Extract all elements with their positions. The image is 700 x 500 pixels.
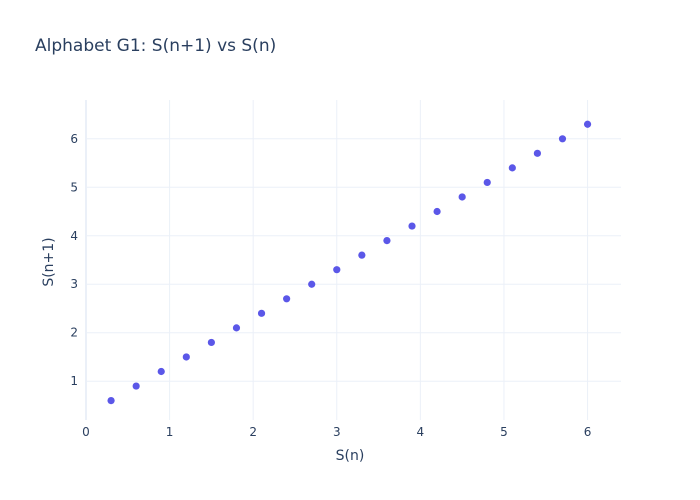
data-point[interactable] [508, 164, 516, 172]
y-tick-label: 2 [70, 326, 78, 340]
data-point[interactable] [257, 309, 266, 317]
data-point[interactable] [232, 324, 241, 332]
x-tick-label: 4 [417, 425, 425, 439]
y-tick-label: 3 [70, 277, 78, 291]
data-point[interactable] [182, 353, 190, 361]
x-axis-title: S(n) [336, 448, 365, 464]
y-tick-label: 6 [70, 132, 78, 146]
y-tick-label: 1 [70, 374, 78, 388]
x-tick-label: 5 [500, 425, 508, 439]
x-tick-label: 6 [584, 425, 592, 439]
data-point[interactable] [383, 237, 391, 245]
data-point[interactable] [283, 295, 291, 303]
y-tick-label: 4 [70, 229, 78, 243]
data-point[interactable] [333, 266, 341, 274]
data-point[interactable] [458, 193, 466, 201]
x-tick-label: 3 [333, 425, 341, 439]
data-point[interactable] [132, 382, 140, 390]
x-tick-label: 0 [82, 425, 90, 439]
data-point[interactable] [107, 397, 115, 405]
data-point[interactable] [433, 207, 441, 216]
data-point[interactable] [558, 135, 567, 143]
data-point[interactable] [157, 367, 165, 376]
data-point[interactable] [358, 251, 366, 259]
x-tick-label: 1 [166, 425, 174, 439]
data-point[interactable] [408, 222, 416, 230]
data-point[interactable] [483, 178, 491, 187]
grid-lines [86, 100, 621, 420]
data-point[interactable] [533, 149, 542, 157]
y-axis-title: S(n+1) [41, 237, 57, 286]
data-point[interactable] [308, 280, 316, 288]
x-tick-label: 2 [249, 425, 257, 439]
y-tick-label: 5 [70, 180, 78, 194]
tick-labels: 0 1 2 3 4 5 6 1 2 3 4 5 6 [70, 132, 591, 439]
chart-title: Alphabet G1: S(n+1) vs S(n) [35, 36, 276, 56]
data-points [107, 120, 592, 405]
data-point[interactable] [583, 120, 592, 128]
data-point[interactable] [207, 338, 215, 347]
